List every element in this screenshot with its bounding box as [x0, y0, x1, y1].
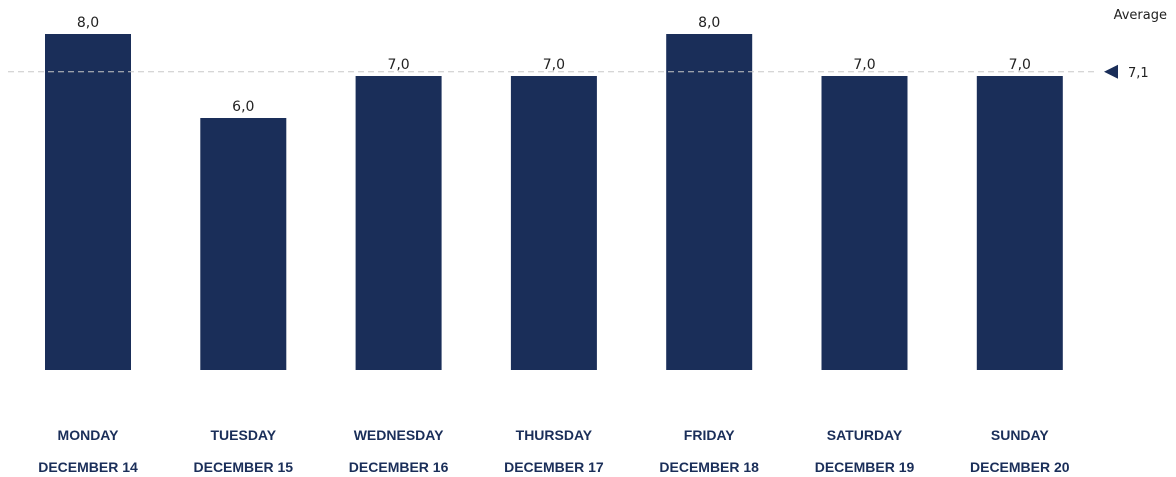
category-day-label: WEDNESDAY — [354, 427, 444, 443]
category-date-label: DECEMBER 20 — [970, 459, 1070, 475]
category-day-label: SUNDAY — [991, 427, 1049, 443]
average-legend-label: Average — [1114, 8, 1167, 23]
category-date-label: DECEMBER 14 — [38, 459, 138, 475]
category-day-label: THURSDAY — [516, 427, 593, 443]
bar-value-label: 7,0 — [543, 57, 565, 73]
category-day-label: FRIDAY — [684, 427, 735, 443]
bar-value-label: 6,0 — [232, 99, 254, 115]
bar — [510, 76, 597, 370]
category-date-label: DECEMBER 16 — [349, 459, 449, 475]
bar — [355, 76, 442, 370]
bar — [666, 34, 753, 370]
bar-value-label: 7,0 — [853, 57, 875, 73]
category-day-label: TUESDAY — [210, 427, 276, 443]
bar — [976, 76, 1063, 370]
bar — [821, 76, 908, 370]
average-marker-icon — [1104, 64, 1118, 79]
category-date-label: DECEMBER 17 — [504, 459, 604, 475]
bar — [45, 34, 131, 370]
category-day-label: SATURDAY — [827, 427, 903, 443]
category-date-label: DECEMBER 19 — [815, 459, 915, 475]
category-date-label: DECEMBER 18 — [659, 459, 759, 475]
bar-value-label: 7,0 — [1009, 57, 1031, 73]
bar-value-label: 8,0 — [77, 15, 99, 31]
bars — [45, 34, 1063, 370]
bar-value-label: 8,0 — [698, 15, 720, 31]
average-value-label: 7,1 — [1128, 66, 1149, 81]
category-labels: MONDAY DECEMBER 14 TUESDAY DECEMBER 15 WEDNE… — [38, 427, 1070, 475]
bar — [200, 118, 287, 370]
bar-value-label: 7,0 — [387, 57, 409, 73]
category-date-label: DECEMBER 15 — [194, 459, 294, 475]
category-day-label: MONDAY — [58, 427, 120, 443]
value-labels: 8,0 6,0 7,0 7,0 8,0 7,0 7,0 — [77, 15, 1031, 115]
